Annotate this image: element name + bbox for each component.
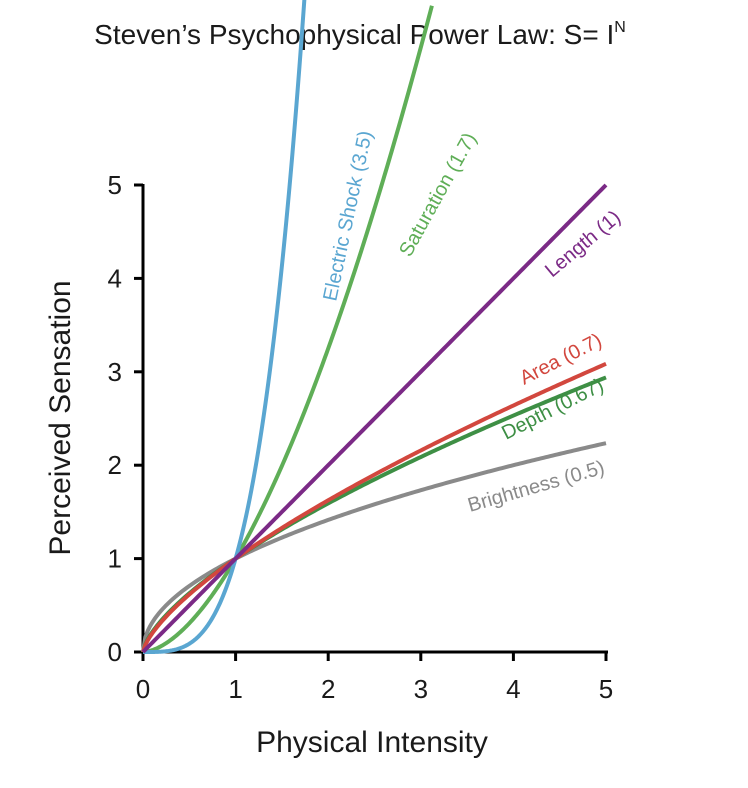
y-axis-label: Perceived Sensation <box>44 280 77 555</box>
x-tick-label: 0 <box>136 674 150 704</box>
y-tick-label: 5 <box>108 170 122 200</box>
series-line-area <box>141 362 607 653</box>
series-line-saturation <box>142 5 434 654</box>
series-label-depth: Depth (0.67) <box>498 374 607 444</box>
series-labels: Electric Shock (3.5) Saturation (1.7) Leng… <box>319 129 625 517</box>
y-tick-label: 2 <box>108 450 122 480</box>
series-line-electric <box>141 0 307 654</box>
axis-ticks: 0 1 2 3 4 5 0 1 2 3 4 5 <box>108 170 614 704</box>
y-tick-label: 1 <box>108 544 122 574</box>
y-tick-label: 3 <box>108 357 122 387</box>
x-tick-label: 5 <box>599 674 613 704</box>
series-line-length <box>141 183 608 654</box>
series-curves <box>141 0 608 654</box>
y-tick-label: 4 <box>108 263 122 293</box>
series-label-electric: Electric Shock (3.5) <box>319 129 377 303</box>
series-line-brightness <box>141 441 607 653</box>
series-label-brightness: Brightness (0.5) <box>465 457 607 517</box>
x-tick-label: 4 <box>506 674 520 704</box>
chart-title: Steven’s Psychophysical Power Law: S= IN <box>94 19 626 50</box>
x-tick-label: 3 <box>414 674 428 704</box>
x-tick-label: 2 <box>321 674 335 704</box>
chart-title-superscript: N <box>614 19 626 36</box>
x-tick-label: 1 <box>228 674 242 704</box>
chart-title-main: Steven’s Psychophysical Power Law: S= I <box>94 19 614 50</box>
y-tick-label: 0 <box>108 637 122 667</box>
series-label-saturation: Saturation (1.7) <box>395 129 481 260</box>
series-label-length: Length (1) <box>541 206 625 281</box>
x-axis-label: Physical Intensity <box>256 726 488 759</box>
